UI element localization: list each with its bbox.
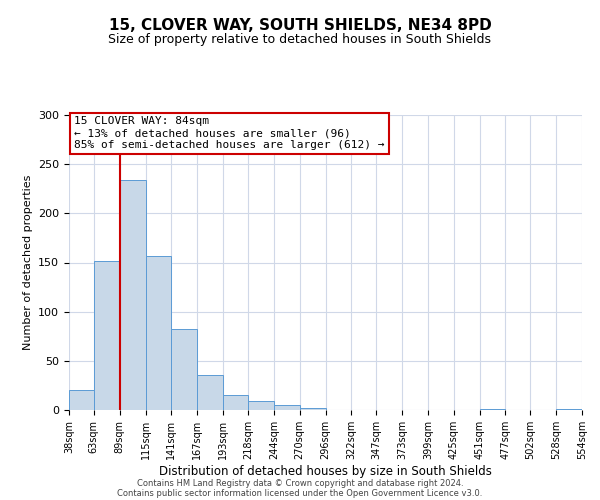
Bar — [94, 260, 120, 410]
Bar — [299, 408, 325, 410]
Text: 15 CLOVER WAY: 84sqm
← 13% of detached houses are smaller (96)
85% of semi-detac: 15 CLOVER WAY: 84sqm ← 13% of detached h… — [74, 116, 385, 150]
Y-axis label: Number of detached properties: Number of detached properties — [23, 175, 32, 350]
Bar — [146, 256, 172, 410]
Bar — [274, 405, 299, 410]
Bar — [248, 401, 274, 410]
Text: Size of property relative to detached houses in South Shields: Size of property relative to detached ho… — [109, 32, 491, 46]
Text: 15, CLOVER WAY, SOUTH SHIELDS, NE34 8PD: 15, CLOVER WAY, SOUTH SHIELDS, NE34 8PD — [109, 18, 491, 32]
Bar — [556, 409, 582, 410]
Bar — [479, 409, 505, 410]
Bar — [69, 390, 94, 410]
Text: Contains HM Land Registry data © Crown copyright and database right 2024.: Contains HM Land Registry data © Crown c… — [137, 478, 463, 488]
Bar — [120, 180, 146, 410]
X-axis label: Distribution of detached houses by size in South Shields: Distribution of detached houses by size … — [159, 464, 492, 477]
Bar — [197, 374, 223, 410]
Bar — [223, 395, 248, 410]
Bar — [172, 330, 197, 410]
Text: Contains public sector information licensed under the Open Government Licence v3: Contains public sector information licen… — [118, 488, 482, 498]
